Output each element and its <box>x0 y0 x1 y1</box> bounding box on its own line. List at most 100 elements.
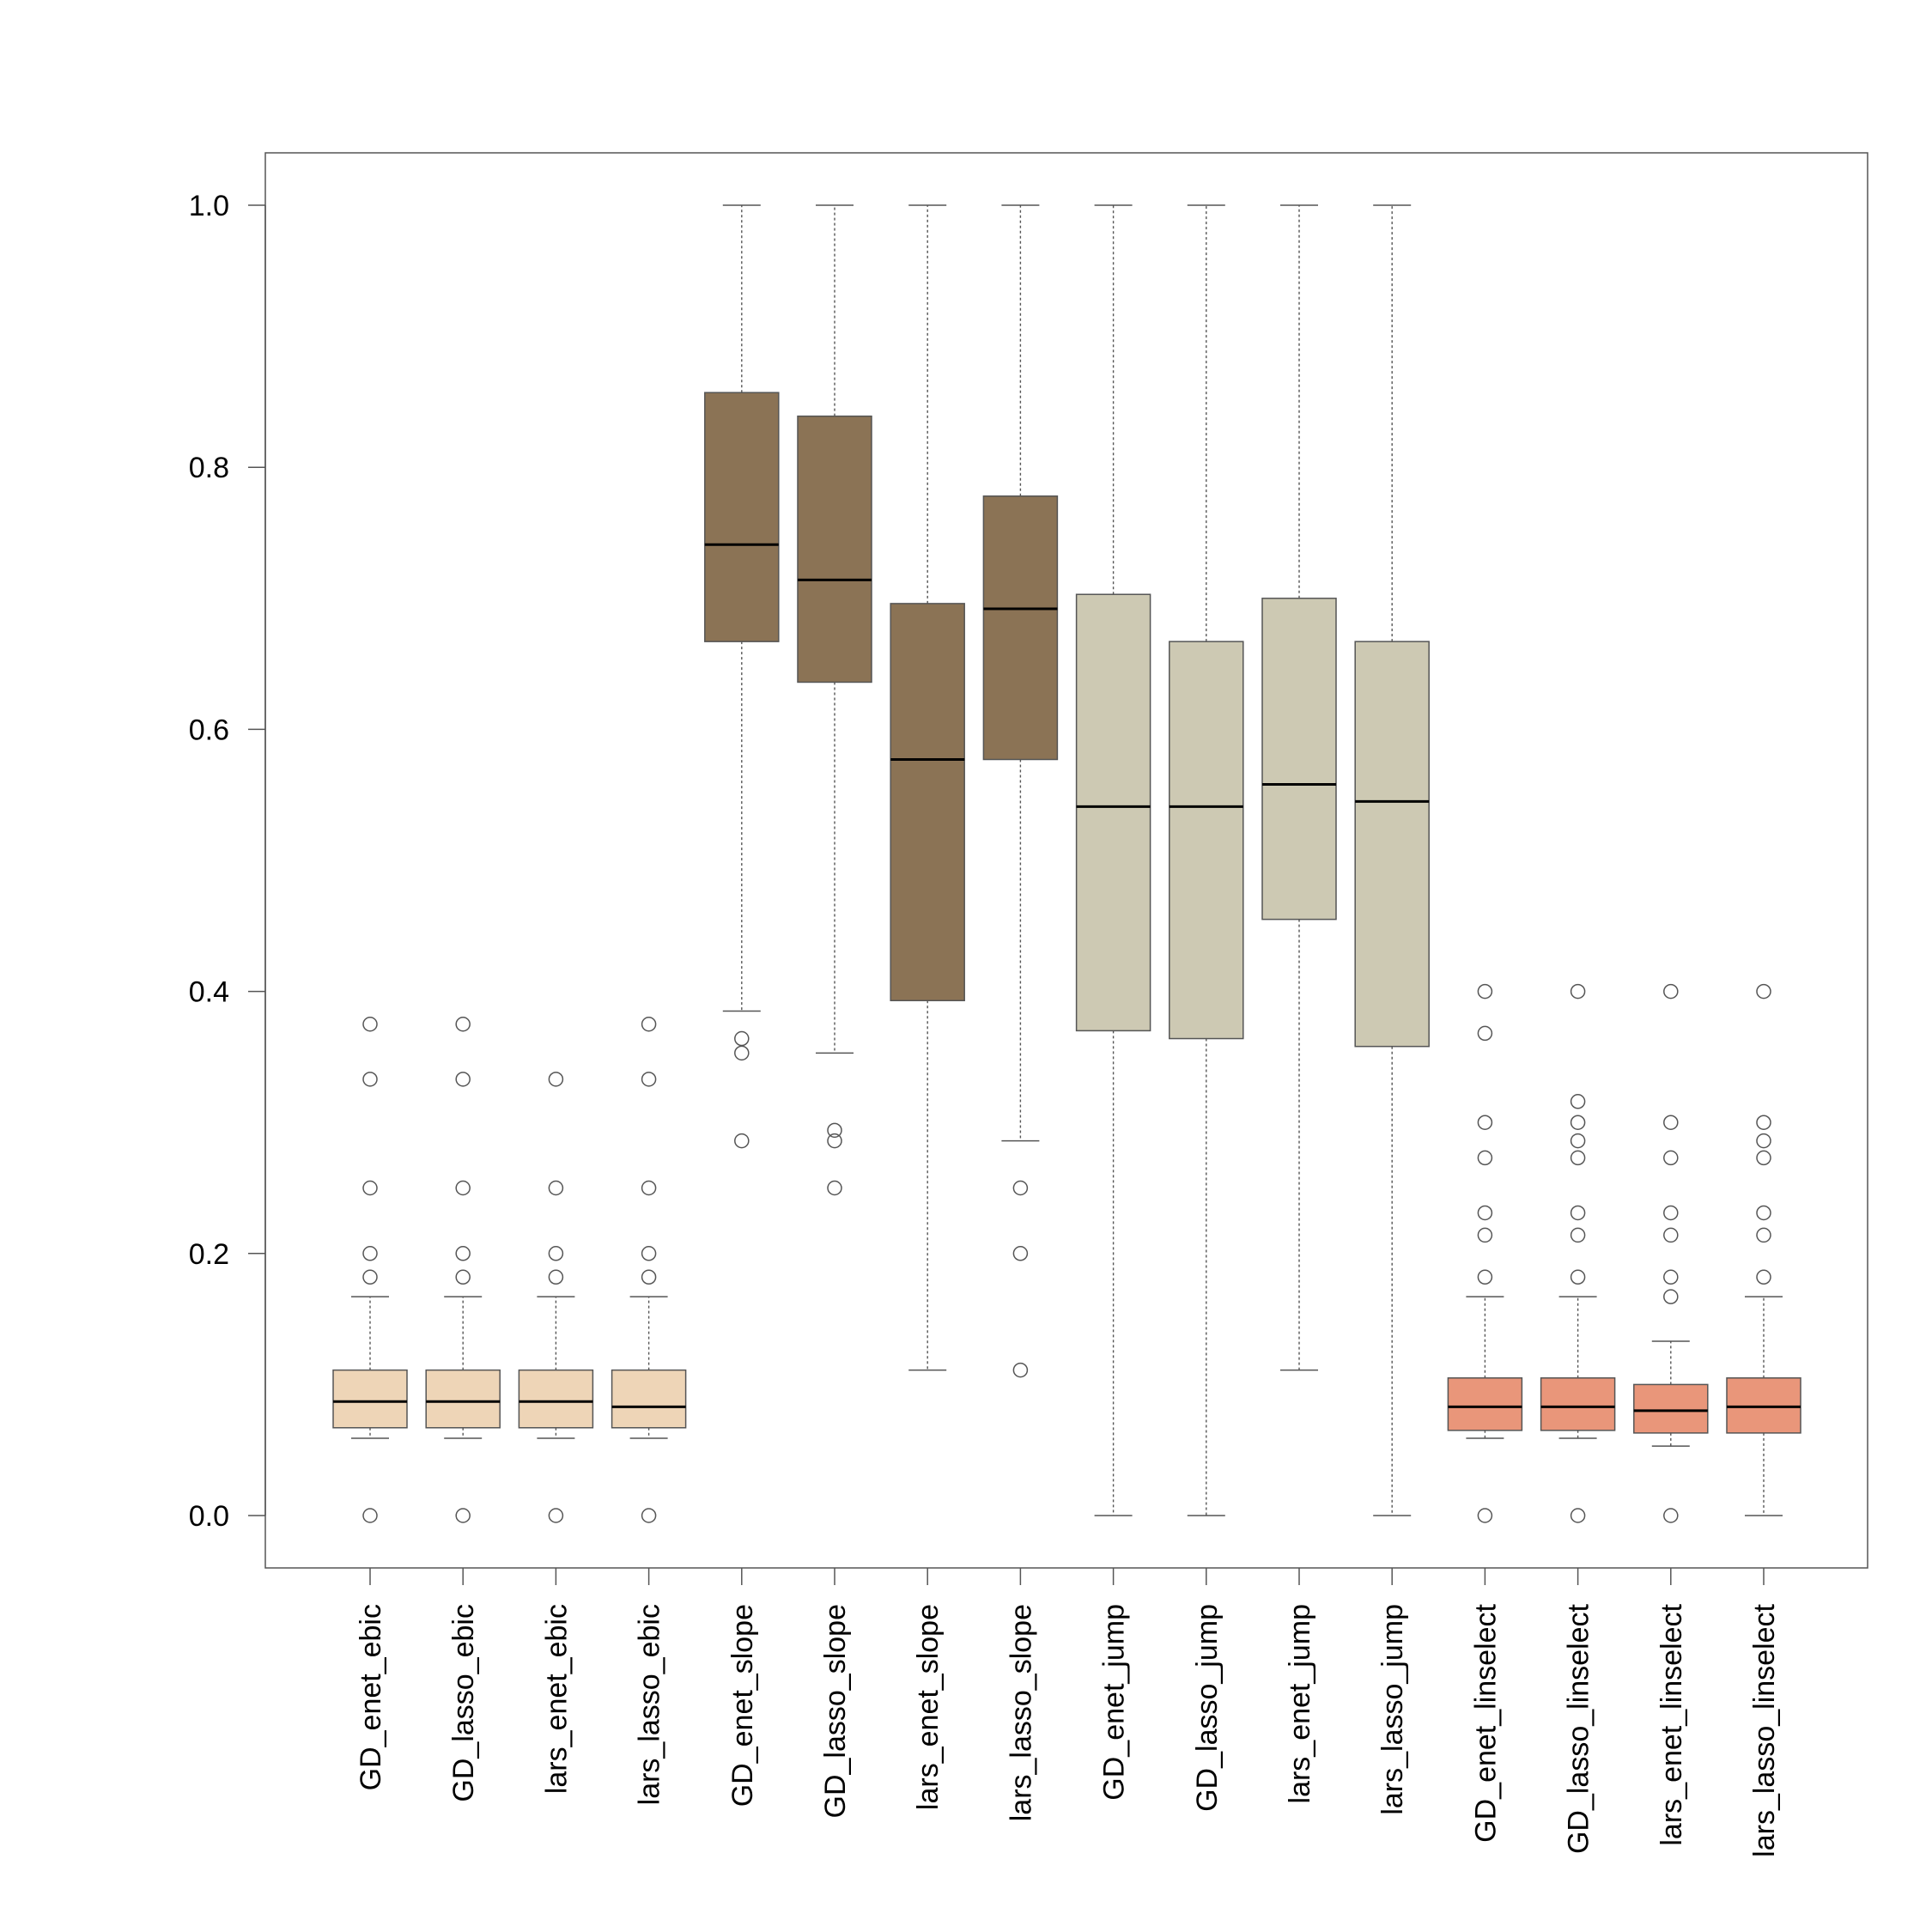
box-lars_lasso_slope <box>982 204 1059 1378</box>
outlier-point <box>641 1246 657 1261</box>
outlier-point <box>641 1508 657 1523</box>
box-iqr <box>982 495 1059 761</box>
outlier-point <box>455 1017 471 1032</box>
x-tick-label: GD_enet_linselect <box>1469 1603 1502 1842</box>
box-iqr <box>1354 641 1430 1048</box>
outlier-point <box>1663 1115 1679 1130</box>
box-iqr <box>518 1369 594 1429</box>
outlier-point <box>1477 1150 1493 1166</box>
y-axis: 0.0 0.2 0.4 0.6 0.8 1.0 <box>189 190 266 1533</box>
x-tick-label: GD_lasso_slope <box>819 1604 852 1818</box>
box-lars_enet_jump <box>1261 204 1337 1371</box>
y-tick-label: 0.0 <box>189 1500 229 1533</box>
outlier-point <box>827 1133 842 1149</box>
outlier-point <box>1756 1269 1771 1285</box>
outlier-point <box>641 1180 657 1196</box>
outlier-point <box>455 1072 471 1087</box>
outlier-point <box>1477 983 1493 999</box>
x-tick-label: GD_lasso_jump <box>1191 1604 1224 1812</box>
outlier-point <box>362 1017 378 1032</box>
outlier-point <box>548 1072 564 1087</box>
outlier-point <box>548 1246 564 1261</box>
outlier-point <box>641 1072 657 1087</box>
box-iqr <box>1169 641 1244 1040</box>
outlier-point <box>827 1122 842 1139</box>
outlier-point <box>1570 1508 1586 1523</box>
outlier-point <box>1012 1362 1029 1378</box>
outlier-point <box>1477 1508 1493 1523</box>
outlier-point <box>1756 1205 1771 1221</box>
outlier-point <box>1477 1115 1493 1130</box>
outlier-point <box>1570 1133 1586 1149</box>
outlier-point <box>1663 1289 1679 1304</box>
outlier-point <box>1477 1205 1493 1221</box>
box-iqr <box>797 415 872 683</box>
x-tick-label: GD_lasso_linselect <box>1563 1603 1595 1854</box>
outlier-point <box>1663 1508 1679 1523</box>
box-iqr <box>332 1369 408 1429</box>
box-lars_enet_linselect <box>1633 983 1709 1523</box>
x-tick-label: GD_enet_ebic <box>355 1604 387 1790</box>
outlier-point <box>362 1269 378 1285</box>
x-tick-label: lars_enet_ebic <box>540 1604 573 1794</box>
box-iqr <box>1075 593 1151 1032</box>
outlier-point <box>1663 1205 1679 1221</box>
outlier-point <box>1756 1133 1771 1149</box>
box-lars_lasso_linselect <box>1726 983 1801 1516</box>
outlier-point <box>641 1017 657 1032</box>
outlier-point <box>1570 1094 1586 1109</box>
y-tick-label: 0.4 <box>189 976 229 1009</box>
box-lars_enet_ebic <box>518 1072 594 1523</box>
outlier-point <box>1012 1180 1029 1196</box>
outlier-point <box>1570 1269 1586 1285</box>
x-tick-label: lars_lasso_jump <box>1376 1604 1409 1815</box>
outlier-point <box>734 1045 750 1061</box>
outlier-point <box>1756 983 1771 999</box>
box-iqr <box>1540 1377 1616 1431</box>
outlier-point <box>1663 983 1679 999</box>
outlier-point <box>734 1030 750 1047</box>
outlier-point <box>1570 1115 1586 1130</box>
outlier-point <box>455 1508 471 1523</box>
outlier-point <box>455 1246 471 1261</box>
outlier-point <box>1477 1227 1493 1243</box>
box-GD_lasso_ebic <box>425 1017 501 1523</box>
box-GD_enet_jump <box>1075 204 1151 1516</box>
outlier-point <box>1756 1150 1771 1166</box>
box-GD_enet_ebic <box>332 1017 408 1523</box>
x-tick-label: GD_enet_jump <box>1098 1604 1131 1801</box>
box-iqr <box>1447 1377 1523 1431</box>
outlier-point <box>362 1508 378 1523</box>
outlier-point <box>1663 1150 1679 1166</box>
x-tick-label: lars_enet_linselect <box>1656 1603 1688 1845</box>
box-GD_lasso_slope <box>797 204 872 1196</box>
box-iqr <box>611 1369 687 1429</box>
outlier-point <box>362 1180 378 1196</box>
outlier-point <box>362 1072 378 1087</box>
box-iqr <box>1261 598 1337 920</box>
box-lars_enet_slope <box>890 204 965 1371</box>
outlier-point <box>1477 1269 1493 1285</box>
box-lars_lasso_ebic <box>611 1017 687 1523</box>
outlier-point <box>1570 983 1586 999</box>
outlier-point <box>455 1269 471 1285</box>
outlier-point <box>455 1180 471 1196</box>
x-tick-label: GD_lasso_ebic <box>447 1604 480 1802</box>
y-tick-label: 0.8 <box>189 452 229 484</box>
y-tick-label: 1.0 <box>189 190 229 222</box>
outlier-point <box>1663 1227 1679 1243</box>
outlier-point <box>548 1180 564 1196</box>
outlier-point <box>548 1508 564 1523</box>
outlier-point <box>734 1133 750 1149</box>
x-axis: GD_enet_ebic GD_lasso_ebic lars_enet_ebic l… <box>355 1568 1781 1857</box>
box-GD_lasso_linselect <box>1540 983 1616 1523</box>
outlier-point <box>1570 1205 1586 1221</box>
outlier-point <box>1012 1246 1029 1261</box>
outlier-point <box>1756 1227 1771 1243</box>
x-tick-label: lars_lasso_slope <box>1005 1604 1037 1821</box>
box-iqr <box>1633 1383 1709 1434</box>
outlier-point <box>1663 1269 1679 1285</box>
y-tick-label: 0.6 <box>189 714 229 746</box>
x-tick-label: lars_lasso_ebic <box>634 1604 666 1805</box>
